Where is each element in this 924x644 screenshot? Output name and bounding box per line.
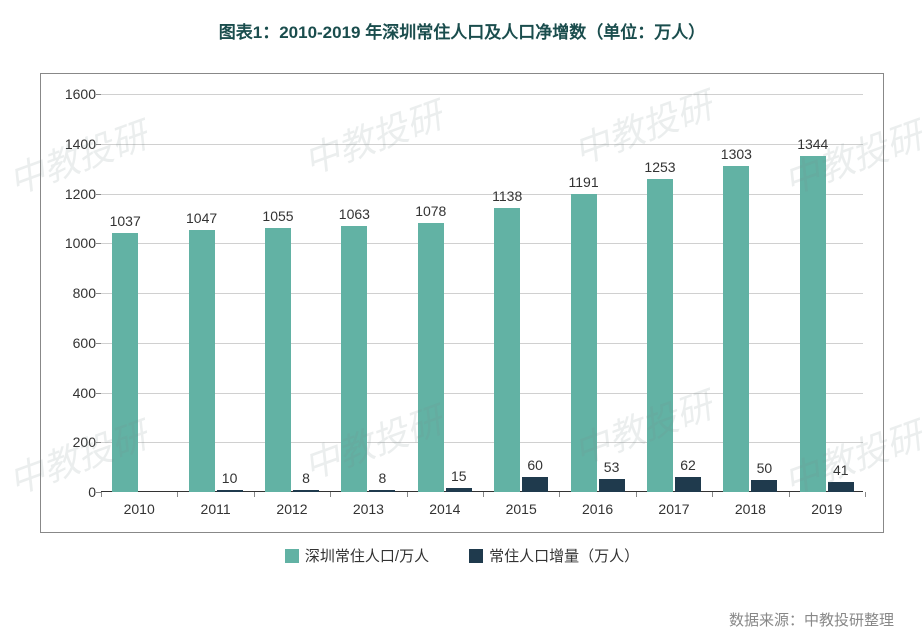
x-tick-mark: [330, 492, 331, 497]
bar-group: 134441: [789, 156, 865, 492]
x-tick-label: 2010: [124, 501, 155, 517]
bar: 1138: [494, 208, 520, 493]
bar-value-label: 1055: [262, 208, 293, 224]
bar-value-label: 62: [680, 457, 696, 473]
bar-group: 10638: [330, 226, 406, 492]
bar: 1303: [723, 166, 749, 492]
bar-value-label: 1063: [339, 206, 370, 222]
y-tick-label: 1000: [51, 235, 96, 251]
y-tick-label: 1400: [51, 136, 96, 152]
x-tick-mark: [865, 492, 866, 497]
bar: 1063: [341, 226, 367, 492]
x-tick-mark: [636, 492, 637, 497]
x-tick-mark: [407, 492, 408, 497]
bar-group: 130350: [712, 166, 788, 492]
y-tick-mark: [96, 94, 101, 95]
bar: 62: [675, 477, 701, 493]
x-tick-mark: [483, 492, 484, 497]
bar: 1037: [112, 233, 138, 492]
y-tick-label: 1200: [51, 186, 96, 202]
x-tick-mark: [101, 492, 102, 497]
bar: 1047: [189, 230, 215, 492]
y-tick-label: 600: [51, 335, 96, 351]
bar-group: 104710: [177, 230, 253, 492]
legend-item: 深圳常住人口/万人: [285, 545, 429, 566]
x-tick-mark: [712, 492, 713, 497]
bar-value-label: 1138: [492, 188, 522, 204]
legend-item: 常住人口增量（万人）: [469, 545, 639, 566]
bar-value-label: 8: [302, 470, 310, 486]
gridline: [101, 94, 863, 95]
bar-value-label: 15: [451, 468, 467, 484]
y-tick-mark: [96, 144, 101, 145]
bar-group: 113860: [483, 208, 559, 493]
bar-value-label: 53: [604, 459, 620, 475]
x-tick-mark: [559, 492, 560, 497]
plot-area: 0200400600800100012001400160010372010104…: [101, 94, 863, 492]
bar: 60: [522, 477, 548, 492]
y-tick-label: 200: [51, 434, 96, 450]
bar-group: 10558: [254, 228, 330, 492]
bar-value-label: 1191: [569, 174, 599, 190]
x-tick-label: 2012: [276, 501, 307, 517]
source-text: 数据来源：中教投研整理: [729, 609, 894, 630]
bar: 1253: [647, 179, 673, 492]
bar: 10: [217, 490, 243, 493]
bar-value-label: 1344: [797, 136, 828, 152]
bar-value-label: 41: [833, 462, 849, 478]
y-tick-label: 400: [51, 385, 96, 401]
bar-value-label: 8: [378, 470, 386, 486]
bar-group: 119153: [559, 194, 635, 492]
bar-value-label: 1303: [721, 146, 752, 162]
chart-container: 0200400600800100012001400160010372010104…: [40, 73, 884, 533]
bar: 8: [293, 490, 319, 492]
bar: 15: [446, 488, 472, 492]
bar-value-label: 50: [757, 460, 773, 476]
x-tick-label: 2011: [201, 501, 231, 517]
bar: 1344: [800, 156, 826, 492]
y-tick-label: 1600: [51, 86, 96, 102]
legend: 深圳常住人口/万人 常住人口增量（万人）: [0, 537, 924, 574]
x-tick-mark: [177, 492, 178, 497]
y-tick-label: 0: [51, 484, 96, 500]
bar: 1078: [418, 223, 444, 493]
x-tick-mark: [254, 492, 255, 497]
x-tick-label: 2019: [811, 501, 842, 517]
bar-group: 125362: [636, 179, 712, 492]
x-tick-label: 2013: [353, 501, 384, 517]
legend-label: 深圳常住人口/万人: [305, 545, 429, 566]
x-tick-label: 2016: [582, 501, 613, 517]
bar: 8: [369, 490, 395, 492]
bar-value-label: 60: [527, 457, 543, 473]
x-tick-label: 2018: [735, 501, 766, 517]
x-tick-label: 2017: [658, 501, 689, 517]
bar: 50: [751, 480, 777, 493]
bar-group: 107815: [407, 223, 483, 493]
legend-swatch: [285, 549, 299, 563]
bar-value-label: 1047: [186, 210, 217, 226]
y-tick-mark: [96, 194, 101, 195]
x-tick-label: 2014: [429, 501, 460, 517]
legend-swatch: [469, 549, 483, 563]
bar: 53: [599, 479, 625, 492]
bar: 1055: [265, 228, 291, 492]
y-tick-label: 800: [51, 285, 96, 301]
bar: 41: [828, 482, 854, 492]
bar-group: 1037: [101, 233, 177, 492]
bar-value-label: 1037: [110, 213, 141, 229]
bar: 1191: [571, 194, 597, 492]
bar-value-label: 10: [222, 470, 238, 486]
bar-value-label: 1253: [644, 159, 675, 175]
x-tick-label: 2015: [506, 501, 537, 517]
x-tick-mark: [789, 492, 790, 497]
chart-title: 图表1：2010-2019 年深圳常住人口及人口净增数（单位：万人）: [0, 0, 924, 53]
legend-label: 常住人口增量（万人）: [489, 545, 639, 566]
gridline: [101, 144, 863, 145]
bar-value-label: 1078: [415, 203, 446, 219]
